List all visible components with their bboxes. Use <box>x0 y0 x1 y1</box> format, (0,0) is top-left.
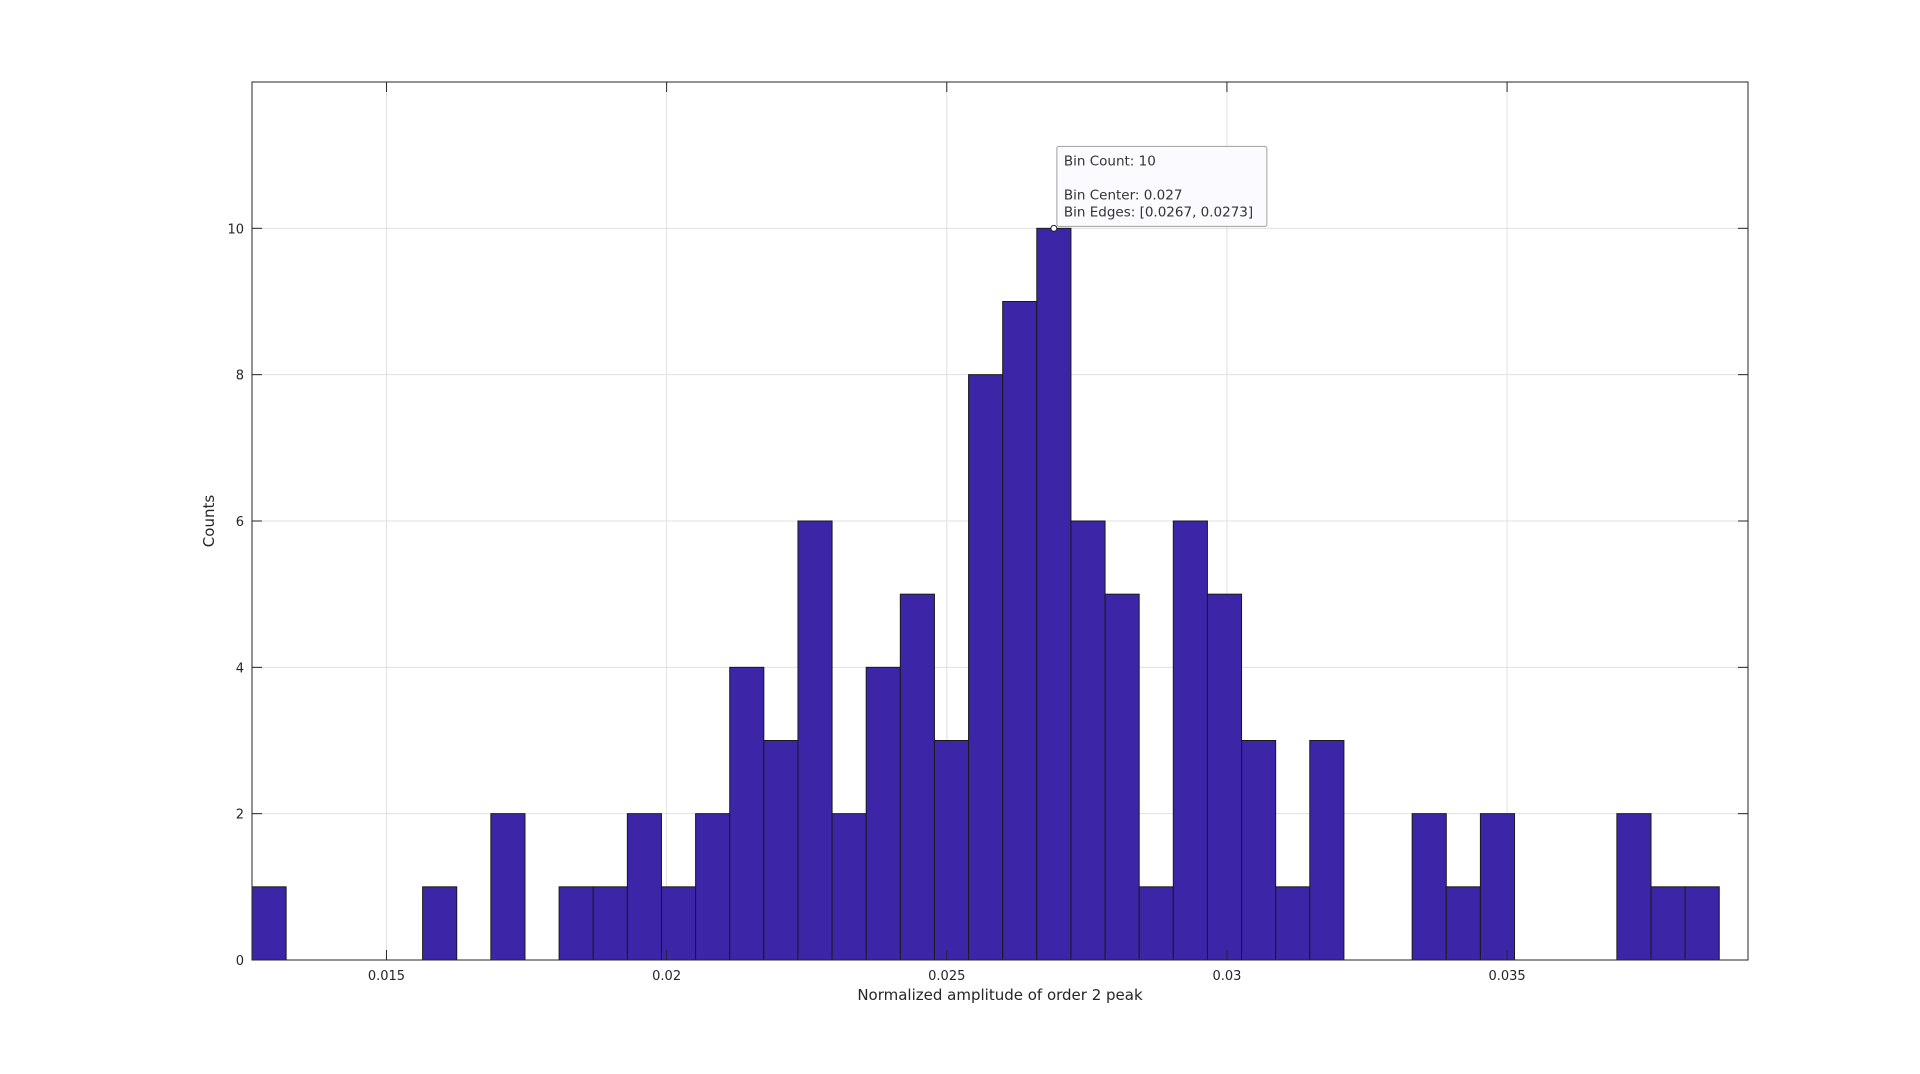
x-tick-label: 0.02 <box>652 969 681 984</box>
x-tick-label: 0.025 <box>928 969 965 984</box>
x-tick-label: 0.03 <box>1212 969 1241 984</box>
x-axis-label: Normalized amplitude of order 2 peak <box>857 986 1143 1004</box>
histogram-bar[interactable] <box>1206 593 1243 961</box>
histogram-bar[interactable] <box>933 740 970 961</box>
histogram-bars <box>251 227 1720 961</box>
datatip-bin-edges: Bin Edges: [0.0267, 0.0273] <box>1064 204 1253 220</box>
datatip-bin-center: Bin Center: 0.027 <box>1064 187 1183 203</box>
histogram-bar[interactable] <box>695 813 731 961</box>
datatip-marker[interactable] <box>1050 224 1058 232</box>
y-tick-label: 8 <box>236 369 244 384</box>
histogram-bar[interactable] <box>763 740 799 961</box>
y-tick-label: 6 <box>236 515 244 530</box>
y-axis-label: Counts <box>200 495 218 548</box>
histogram-bar[interactable] <box>1445 886 1481 961</box>
histogram-bar[interactable] <box>1002 301 1038 961</box>
histogram-bar[interactable] <box>1616 813 1652 961</box>
histogram-bar[interactable] <box>626 813 662 961</box>
datatip-bin-count: Bin Count: 10 <box>1064 153 1156 169</box>
datatip-box <box>1056 145 1268 227</box>
x-tick-label: 0.035 <box>1488 969 1525 984</box>
y-tick-label: 4 <box>236 661 244 676</box>
histogram-bar[interactable] <box>1275 886 1311 961</box>
histogram-bar[interactable] <box>1684 886 1720 961</box>
histogram-bar[interactable] <box>899 593 935 961</box>
histogram-bar[interactable] <box>865 666 901 961</box>
x-tick-label: 0.015 <box>368 969 405 984</box>
histogram-bar[interactable] <box>1138 886 1174 961</box>
histogram-bar[interactable] <box>797 520 833 961</box>
histogram-bar[interactable] <box>1070 520 1106 961</box>
histogram-bar[interactable] <box>422 886 458 961</box>
histogram-bar[interactable] <box>1411 813 1447 961</box>
histogram-bar[interactable] <box>729 666 765 961</box>
y-tick-labels: 0 2 4 6 8 10 <box>227 222 244 969</box>
histogram-bar[interactable] <box>968 374 1004 961</box>
histogram-bar[interactable] <box>1309 740 1345 961</box>
histogram-bar[interactable] <box>251 886 287 961</box>
histogram-bar[interactable] <box>1479 813 1516 961</box>
y-tick-label: 0 <box>236 954 244 969</box>
histogram-bar[interactable] <box>831 813 867 961</box>
histogram-bar[interactable] <box>1104 593 1140 961</box>
histogram-bar[interactable] <box>1172 520 1208 961</box>
axis-ticks <box>252 82 1748 961</box>
histogram-bar[interactable] <box>558 886 594 961</box>
histogram-bar[interactable] <box>1241 740 1277 961</box>
histogram-bar[interactable] <box>1036 227 1072 961</box>
y-tick-label: 10 <box>227 222 244 237</box>
histogram-bar[interactable] <box>660 886 697 961</box>
histogram-bar[interactable] <box>490 813 526 961</box>
y-tick-label: 2 <box>236 808 244 823</box>
x-tick-labels: 0.015 0.02 0.025 0.03 0.035 <box>368 969 1526 984</box>
histogram-bar[interactable] <box>1650 886 1686 961</box>
histogram-bar[interactable] <box>592 886 628 961</box>
datatip[interactable]: Bin Count: 10 Bin Center: 0.027 Bin Edge… <box>1050 145 1268 232</box>
